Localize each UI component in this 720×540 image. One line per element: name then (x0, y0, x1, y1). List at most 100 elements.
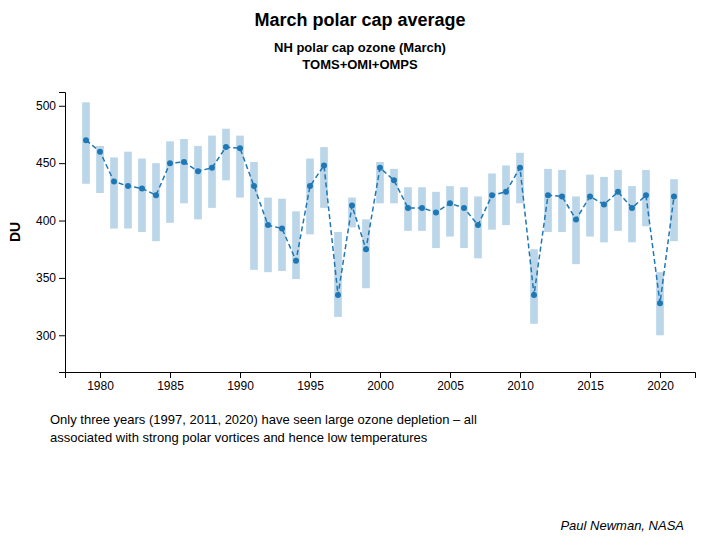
range-bar (530, 249, 538, 324)
range-bar (502, 165, 510, 225)
point (349, 203, 355, 209)
range-bar (418, 187, 426, 231)
subtitle: TOMS+OMI+OMPS (302, 57, 418, 72)
range-bar (404, 187, 412, 231)
point (517, 165, 523, 171)
range-bar (96, 146, 104, 193)
x-tick: 2010 (507, 372, 534, 393)
y-label: DU (7, 222, 23, 242)
range-bar (320, 147, 328, 208)
tick-label: 2000 (367, 379, 394, 393)
subtitle: NH polar cap ozone (March) (274, 40, 446, 55)
point (601, 201, 607, 207)
point (657, 300, 663, 306)
tick-mark (310, 372, 311, 378)
range-bars (82, 102, 678, 335)
range-bar (138, 159, 146, 232)
range-bar (208, 136, 216, 208)
point (615, 189, 621, 195)
point (153, 192, 159, 198)
range-bar (362, 219, 370, 288)
point (559, 193, 565, 199)
tick-mark (100, 372, 101, 378)
point (195, 168, 201, 174)
tick-label: 500 (36, 99, 56, 113)
tick-mark (59, 106, 65, 107)
y-tick: 300 (36, 329, 65, 343)
point (307, 183, 313, 189)
point (587, 193, 593, 199)
range-bar (600, 177, 608, 242)
range-bar (474, 196, 482, 258)
range-bar (614, 170, 622, 231)
range-bar (516, 153, 524, 203)
tick-label: 1990 (227, 379, 254, 393)
point (447, 200, 453, 206)
x-tick: 2015 (577, 372, 604, 393)
point (531, 292, 537, 298)
x-tick: 2005 (437, 372, 464, 393)
x-tick: 1990 (227, 372, 254, 393)
chart: March polar cap average NH polar cap ozon… (0, 0, 720, 540)
point (335, 292, 341, 298)
point (97, 149, 103, 155)
point (433, 209, 439, 215)
tick-mark (240, 372, 241, 378)
tick-mark (59, 221, 65, 222)
range-bar (278, 199, 286, 271)
tick-mark (59, 163, 65, 164)
tick-mark (660, 372, 661, 378)
point (391, 177, 397, 183)
point (83, 137, 89, 143)
tick-label: 2010 (507, 379, 534, 393)
credit: Paul Newman, NASA (560, 518, 684, 533)
y-tick: 500 (36, 99, 65, 113)
tick-mark (380, 372, 381, 378)
x-tick: 2020 (647, 372, 674, 393)
markers (83, 137, 677, 306)
range-bar (628, 186, 636, 242)
point (573, 216, 579, 222)
point (377, 165, 383, 171)
x-tick: 2000 (367, 372, 394, 393)
point (363, 246, 369, 252)
point (223, 144, 229, 150)
point (251, 183, 257, 189)
range-bar (432, 192, 440, 248)
point (419, 205, 425, 211)
point (167, 160, 173, 166)
range-bar (180, 139, 188, 203)
range-bar (222, 129, 230, 181)
tick-label: 450 (36, 156, 56, 170)
range-bar (194, 146, 202, 219)
point (545, 192, 551, 198)
tick-mark (520, 372, 521, 378)
caption: Only three years (1997, 2011, 2020) have… (50, 412, 477, 427)
tick-label: 2020 (647, 379, 674, 393)
range-bar (670, 179, 678, 241)
range-bar (236, 136, 244, 198)
y-tick: 400 (36, 214, 65, 228)
range-bar (110, 157, 118, 228)
point (293, 258, 299, 264)
caption: associated with strong polar vortices an… (50, 430, 428, 445)
x-axis: 198019851990199520002005201020152020 (66, 372, 696, 393)
point (279, 226, 285, 232)
title: March polar cap average (254, 10, 465, 30)
range-bar (390, 169, 398, 203)
tick-label: 400 (36, 214, 56, 228)
tick-label: 350 (36, 271, 56, 285)
point (111, 179, 117, 185)
tick-label: 1980 (87, 379, 114, 393)
range-bar (124, 152, 132, 229)
tick-mark (170, 372, 171, 378)
point (671, 193, 677, 199)
point (209, 165, 215, 171)
x-tick: 1985 (157, 372, 184, 393)
point (643, 192, 649, 198)
point (139, 185, 145, 191)
point (265, 222, 271, 228)
tick-mark (59, 278, 65, 279)
range-bar (250, 162, 258, 270)
tick-mark (590, 372, 591, 378)
